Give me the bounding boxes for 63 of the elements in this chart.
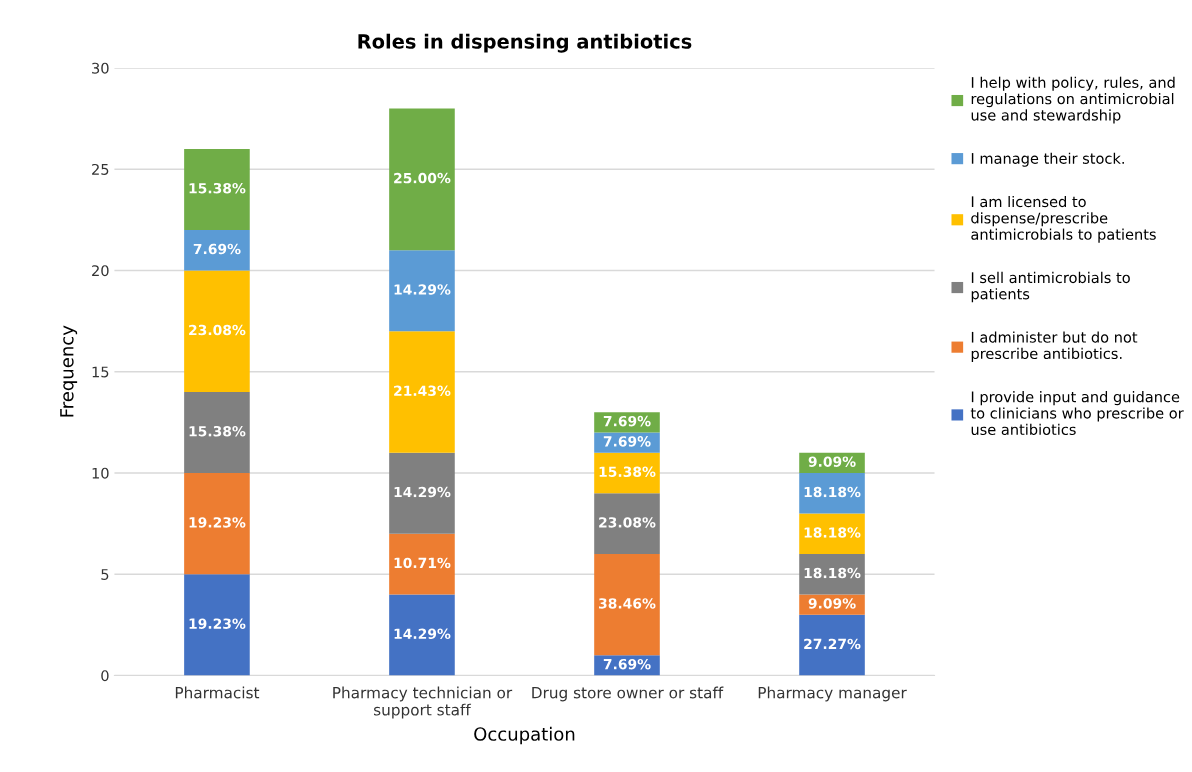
annotation: 23.08%	[599, 517, 656, 528]
bar	[389, 452, 455, 534]
bar	[184, 148, 250, 230]
annotation: 15.38%	[189, 426, 246, 437]
annotation: 15.38%	[189, 182, 246, 194]
annotation: 15.38%	[599, 466, 656, 478]
annotation: 7.69%	[603, 658, 651, 670]
y-axis-title: Frequency	[60, 325, 78, 417]
annotation: 9.09%	[808, 598, 856, 609]
y-tick-label: 10	[92, 467, 109, 479]
bar	[799, 553, 865, 595]
annotation: 25.00%	[394, 172, 451, 184]
y-tick-label: 5	[101, 569, 109, 580]
y-tick-label: 0	[101, 670, 109, 682]
annotation: 14.29%	[394, 486, 451, 498]
bar	[799, 513, 865, 554]
bar	[594, 553, 660, 656]
bar	[594, 493, 660, 554]
bar	[184, 270, 250, 392]
x-tick-label: Drug store owner or staff	[532, 686, 724, 702]
annotation: 14.29%	[394, 628, 451, 640]
annotation: 19.23%	[189, 618, 246, 629]
bar	[389, 594, 455, 676]
bar	[799, 472, 865, 514]
bar	[389, 250, 455, 332]
x-tick-label: Pharmacist	[175, 686, 260, 699]
x-axis-title: Occupation	[474, 726, 575, 745]
annotation: 38.46%	[599, 598, 656, 609]
annotation: 19.23%	[189, 517, 246, 528]
bar	[799, 614, 865, 676]
annotation: 9.09%	[808, 456, 856, 467]
annotation: 7.69%	[193, 243, 241, 255]
legend-label: I provide input and guidance to clinicians who prescribe or use antibiotics	[970, 391, 1184, 436]
legend-label: I administer but do not prescribe antibiotics.	[971, 331, 1138, 362]
annotation: 18.18%	[804, 567, 861, 579]
bar	[594, 452, 660, 494]
annotation: 18.18%	[804, 486, 861, 498]
y-tick-label: 30	[92, 62, 109, 74]
annotation: 27.27%	[804, 638, 861, 650]
bar	[184, 574, 250, 676]
bar	[389, 331, 455, 453]
annotation: 10.71%	[394, 557, 451, 569]
annotation: 14.29%	[394, 284, 451, 295]
y-tick-label: 15	[92, 366, 109, 378]
y-tick-label: 20	[92, 265, 109, 277]
bar	[184, 391, 250, 473]
bar	[184, 229, 250, 271]
bar	[184, 472, 250, 575]
legend-label: I manage their stock.	[971, 152, 1124, 167]
annotation: 7.69%	[603, 415, 651, 427]
y-tick-label: 25	[92, 163, 109, 175]
legend-label: I help with policy, rules, and regulations on antimicrobial use and stewardship	[971, 76, 1175, 124]
legend-label: I am licensed to dispense/prescribe antimicrobials to patients	[971, 195, 1156, 243]
annotation: 18.18%	[804, 527, 861, 538]
annotation: 23.08%	[189, 324, 246, 336]
legend-label: I sell antimicrobials to patients	[971, 271, 1130, 303]
bar	[389, 108, 455, 251]
x-tick-label: Pharmacy manager	[758, 686, 907, 702]
x-tick-label: Pharmacy technician or support staff	[333, 686, 513, 719]
annotation: 21.43%	[394, 385, 451, 396]
annotation: 7.69%	[603, 436, 651, 447]
bar	[389, 533, 455, 595]
chart-title: Roles in dispensing antibiotics	[358, 33, 692, 53]
